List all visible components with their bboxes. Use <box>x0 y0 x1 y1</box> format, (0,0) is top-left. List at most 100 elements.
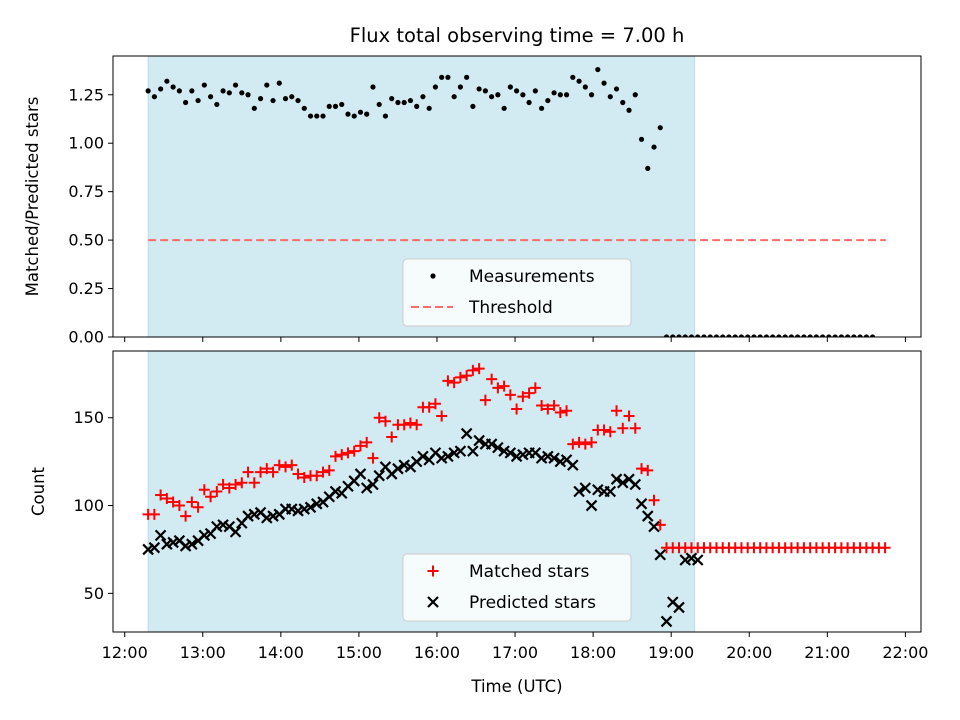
data-point <box>620 99 626 106</box>
data-point <box>536 399 548 411</box>
data-point <box>626 107 632 113</box>
y-axis-label: Matched/Predicted stars <box>23 97 42 297</box>
data-point <box>364 111 370 117</box>
x-tick-label: 13:00 <box>180 643 226 662</box>
data-point <box>398 419 410 431</box>
data-point <box>576 78 582 84</box>
data-point <box>236 477 248 489</box>
data-point <box>651 144 657 150</box>
data-point <box>485 438 498 450</box>
data-point <box>183 99 189 106</box>
data-point <box>173 500 185 512</box>
data-point <box>813 334 819 337</box>
data-point <box>298 471 310 483</box>
data-point <box>155 489 167 501</box>
data-point <box>395 99 401 106</box>
data-point <box>251 105 257 111</box>
data-point <box>189 88 195 94</box>
data-point <box>342 447 354 459</box>
data-point <box>573 485 585 498</box>
data-point <box>601 80 607 86</box>
data-point <box>554 406 566 418</box>
data-point <box>357 109 364 115</box>
y-tick-label: 0.25 <box>68 279 104 298</box>
data-point <box>845 334 851 337</box>
data-point <box>492 441 504 454</box>
data-point <box>436 410 448 422</box>
data-point <box>567 438 579 450</box>
data-point <box>585 499 598 512</box>
data-point <box>454 445 467 457</box>
y-tick-label: 0.00 <box>68 328 104 347</box>
data-point <box>617 476 629 489</box>
y-tick-label: 0.75 <box>68 182 104 201</box>
data-point <box>417 450 429 463</box>
data-point <box>473 434 485 447</box>
data-point <box>386 431 398 443</box>
data-point <box>180 510 192 522</box>
data-point <box>757 334 763 337</box>
data-point <box>205 491 217 503</box>
data-point <box>426 105 432 111</box>
data-point <box>151 94 157 100</box>
data-point <box>264 82 270 88</box>
data-point <box>389 96 395 102</box>
x-tick-label: 19:00 <box>648 643 694 662</box>
data-point <box>329 450 341 462</box>
data-point <box>379 415 391 427</box>
data-point <box>195 97 201 104</box>
data-point <box>373 469 385 482</box>
data-point <box>788 334 795 337</box>
data-point <box>445 74 451 80</box>
data-point <box>610 473 623 485</box>
data-point <box>164 78 170 84</box>
data-point <box>869 334 876 337</box>
data-point <box>467 364 479 376</box>
data-point <box>632 92 638 98</box>
data-point <box>295 97 301 104</box>
data-point <box>604 485 617 498</box>
data-point <box>504 389 516 401</box>
data-point <box>495 92 501 98</box>
data-point <box>257 96 264 102</box>
data-point <box>448 377 460 389</box>
data-point <box>273 459 285 471</box>
data-point <box>561 405 573 417</box>
data-point <box>323 464 335 476</box>
data-point <box>638 136 645 142</box>
data-point <box>229 526 242 538</box>
data-point <box>776 334 782 337</box>
axes-frame <box>112 55 922 338</box>
data-point <box>486 373 498 385</box>
data-point <box>457 84 464 90</box>
ratio-panel: 0.00 0.25 0.50 0.75 1.00 1.25 Matched/Predicte… <box>23 55 922 347</box>
data-point <box>707 334 713 337</box>
data-point <box>276 80 282 86</box>
x-tick-label: 20:00 <box>726 643 772 662</box>
x-tick-label: 17:00 <box>492 643 538 662</box>
data-point <box>629 478 642 491</box>
data-point <box>348 445 360 457</box>
x-tick-label: 12:00 <box>102 643 148 662</box>
data-point <box>339 101 345 108</box>
data-point <box>582 84 588 90</box>
data-point <box>382 113 389 119</box>
data-point <box>588 92 595 98</box>
data-point <box>595 66 601 73</box>
data-point <box>451 94 457 100</box>
y-tick-label: 0.50 <box>68 231 104 250</box>
x-tick-label: 16:00 <box>414 643 460 662</box>
legend: Measurements Threshold <box>402 258 632 327</box>
data-point <box>414 103 420 109</box>
data-point <box>214 101 220 108</box>
data-point <box>186 538 198 550</box>
data-point <box>642 464 654 476</box>
data-point <box>154 529 167 542</box>
data-point <box>807 334 813 337</box>
data-point <box>879 542 891 554</box>
data-point <box>476 86 482 92</box>
legend-label: Matched stars <box>469 562 589 582</box>
data-point <box>851 334 857 337</box>
data-point <box>245 92 251 98</box>
